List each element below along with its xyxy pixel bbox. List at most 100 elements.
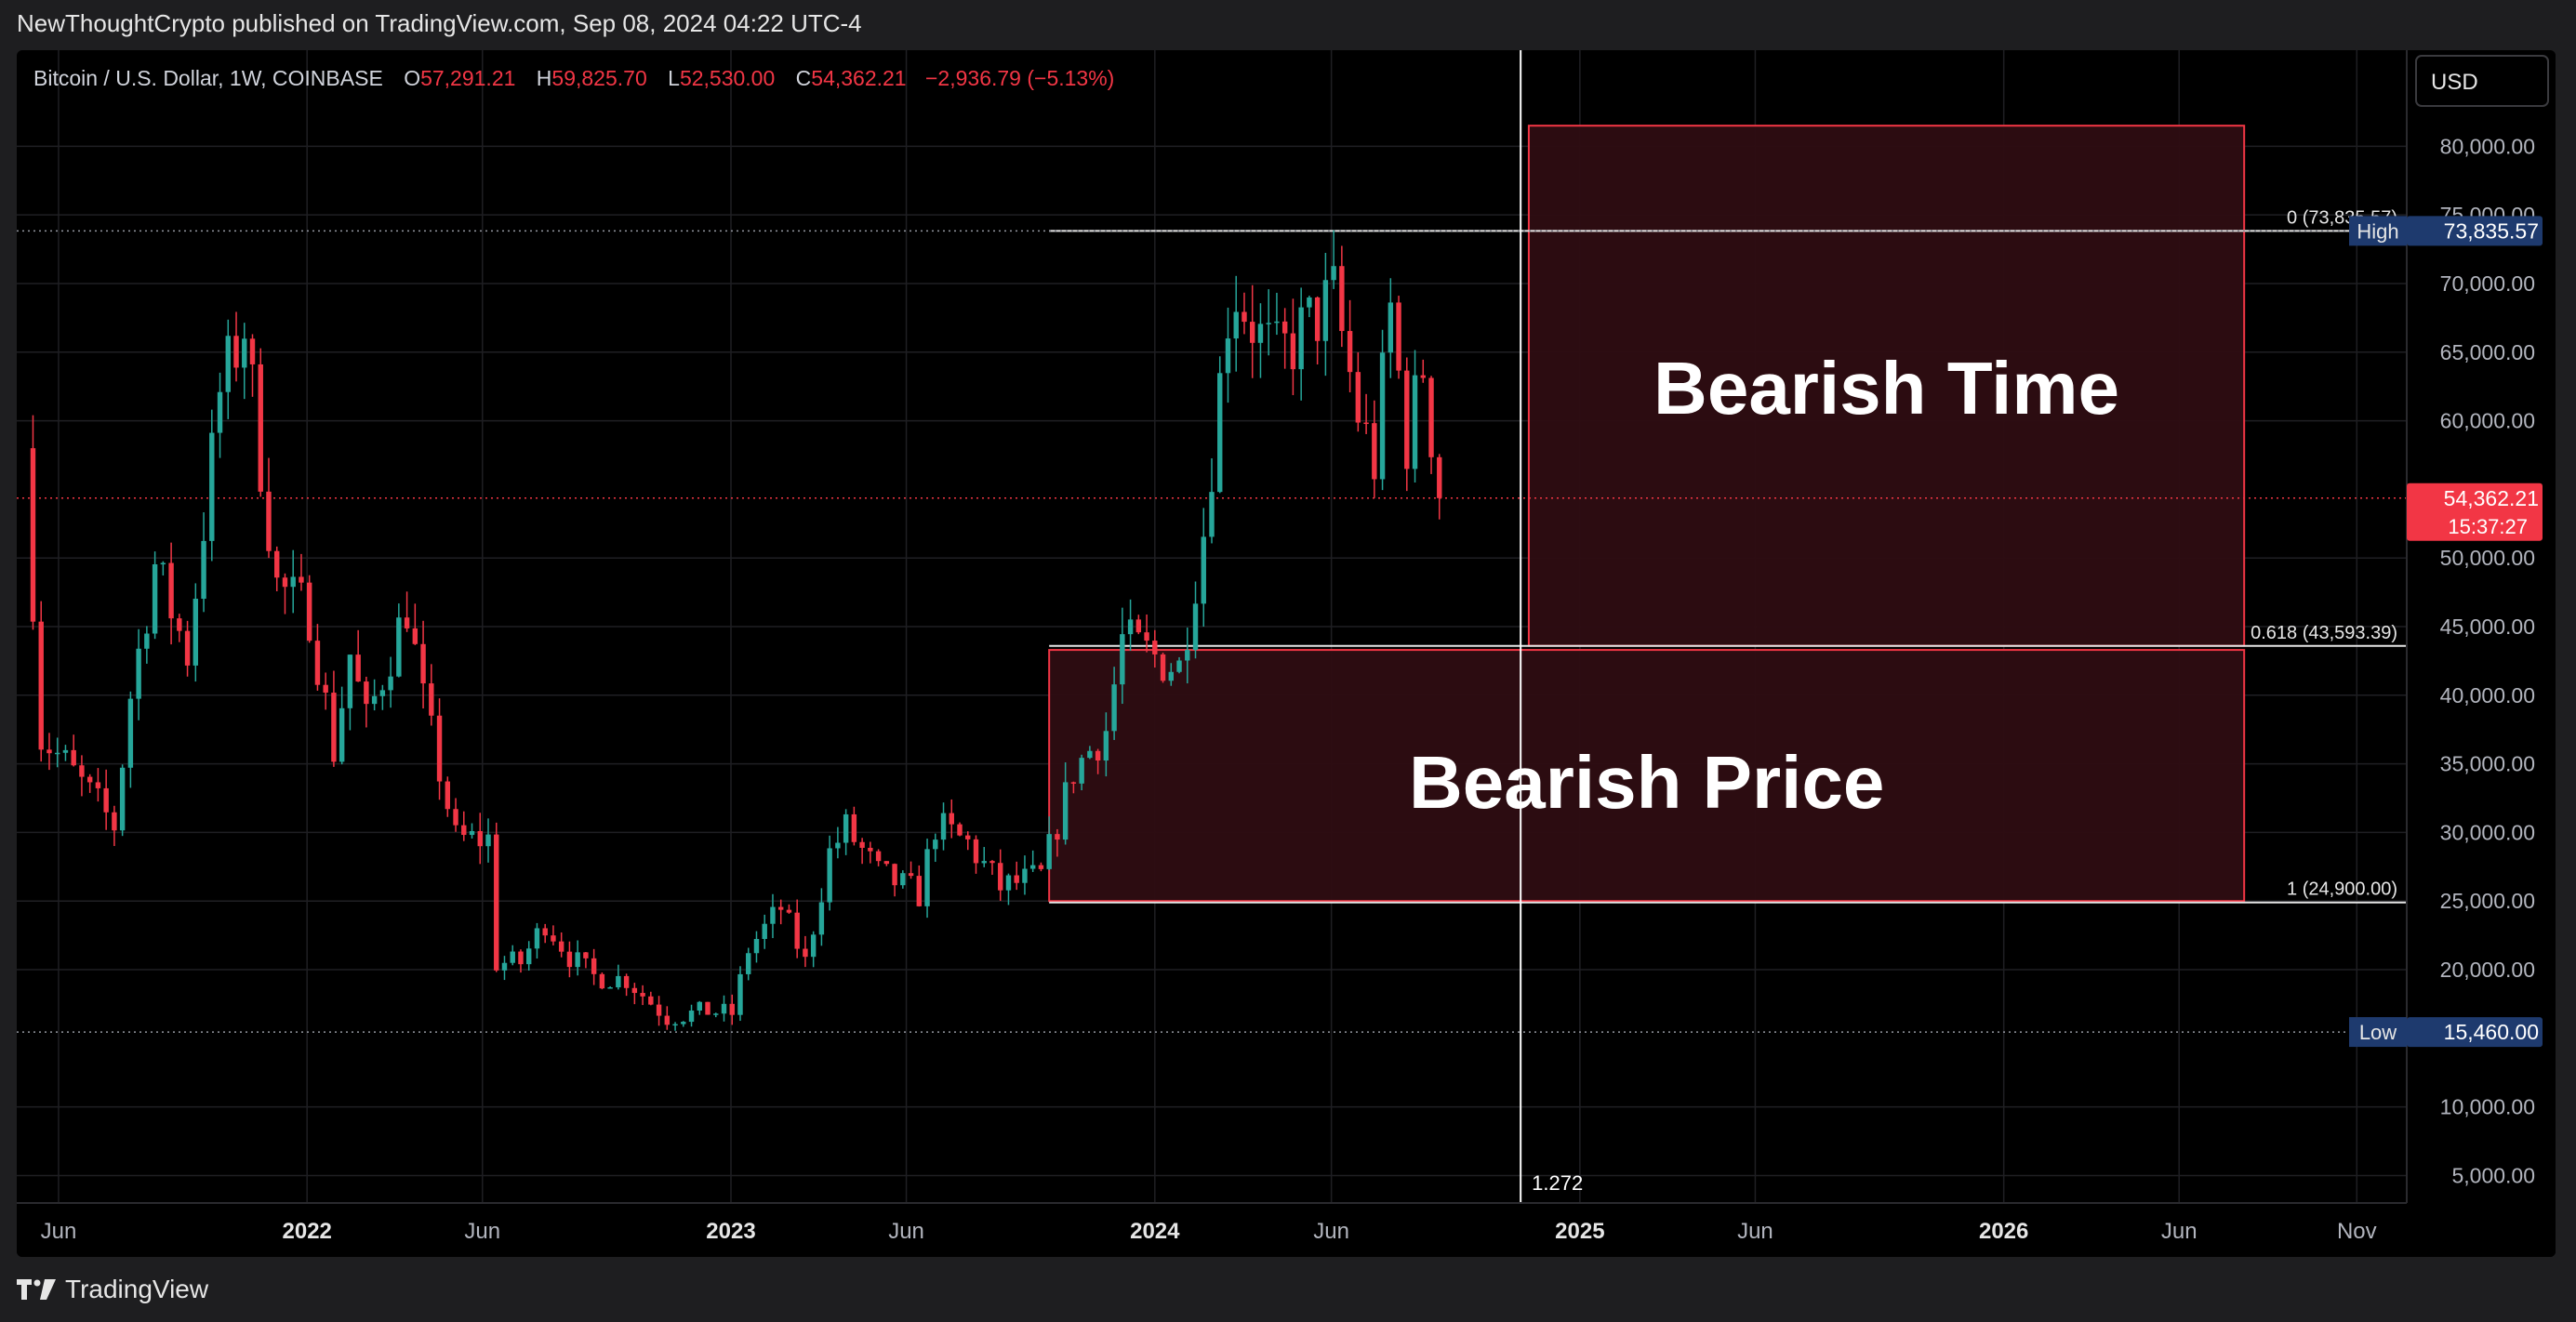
candle-body xyxy=(664,1015,671,1025)
price-tick-label: 65,000.00 xyxy=(2440,340,2535,364)
candle-body xyxy=(1070,782,1077,784)
candle-body xyxy=(583,952,589,958)
price-badges: High 73,835.57 Low 15,460.00 54,362.21 15:37:… xyxy=(2349,216,2543,1048)
candle-body xyxy=(753,938,760,954)
price-tick-label: 40,000.00 xyxy=(2440,683,2535,707)
candle-body xyxy=(1014,875,1019,883)
price-badge xyxy=(2407,1017,2543,1048)
candle-body xyxy=(729,1003,735,1015)
candle-body xyxy=(1022,868,1028,883)
candle-body xyxy=(127,698,134,768)
candle-body xyxy=(777,906,784,910)
vertical-marker-label: 1.272 xyxy=(1532,1171,1583,1195)
candle-body xyxy=(1185,650,1190,661)
price-axis[interactable]: 80,000.0075,000.0070,000.0065,000.0060,0… xyxy=(2406,50,2556,1257)
candle-body xyxy=(46,749,52,754)
candle-body xyxy=(1437,456,1442,498)
candle-body xyxy=(575,952,580,968)
candle-body xyxy=(1120,634,1125,685)
candle-body xyxy=(1046,834,1052,869)
candle-body xyxy=(54,752,60,755)
tradingview-brand[interactable]: TradingView xyxy=(65,1275,209,1303)
price-badge-value: 15,460.00 xyxy=(2444,1020,2539,1044)
candle-body xyxy=(705,1001,710,1015)
zone-rect[interactable] xyxy=(1048,649,2246,903)
candle-body xyxy=(1412,375,1418,469)
legend-c-value: 54,362.21 xyxy=(811,66,906,90)
badge-tag-label: High xyxy=(2357,219,2398,243)
candle-body xyxy=(810,934,817,958)
chart-canvas[interactable]: 0 (73,835.57)0.618 (43,593.39)1 (24,900.… xyxy=(17,50,2556,1257)
candle-body xyxy=(217,391,223,433)
bearish-zones[interactable] xyxy=(1048,125,2246,903)
candle-body xyxy=(112,812,117,831)
candle-body xyxy=(794,912,800,949)
candle-body xyxy=(827,848,832,903)
svg-text:Bitcoin / U.S. Dollar, 1W, COI: Bitcoin / U.S. Dollar, 1W, COINBASE O57,… xyxy=(33,66,1114,90)
currency-label: USD xyxy=(2431,70,2478,95)
candle-body xyxy=(388,676,393,691)
price-badge-countdown: 15:37:27 xyxy=(2448,515,2528,538)
candle-body xyxy=(1322,280,1329,341)
candle-body xyxy=(95,782,101,788)
candle-body xyxy=(1331,266,1336,281)
candle-body xyxy=(681,1022,686,1025)
candle-body xyxy=(323,684,328,694)
candle-body xyxy=(1111,684,1117,732)
candle-body xyxy=(965,835,971,839)
candle-body xyxy=(1233,311,1239,339)
zone-label-bearish-price: Bearish Price xyxy=(1409,741,1884,824)
badge-tag xyxy=(2349,1017,2407,1048)
price-badge xyxy=(2407,216,2543,246)
candle-body xyxy=(1055,834,1060,840)
candle-body xyxy=(274,550,280,578)
candle-body xyxy=(71,749,76,766)
chart-panel[interactable]: 0 (73,835.57) 0.618 (43,593.39) 1 (24,900.… xyxy=(17,50,2556,1257)
candle-body xyxy=(1257,324,1264,343)
candle-body xyxy=(371,695,378,705)
tradingview-logo-icon[interactable] xyxy=(17,1279,56,1300)
time-axis[interactable]: Jun 2022 Jun 2023 Jun 2024 Jun 2025 Jun 2026 Jun No… xyxy=(17,1202,2556,1257)
price-tick-label: 25,000.00 xyxy=(2440,889,2535,913)
candle-body xyxy=(355,654,361,682)
publisher-line: NewThoughtCrypto published on TradingVie… xyxy=(17,9,862,37)
candle-body xyxy=(177,618,182,631)
candle-body xyxy=(38,621,44,750)
currency-button[interactable]: USD xyxy=(2415,55,2549,107)
candle-body xyxy=(1404,370,1410,469)
legend-l-label: L xyxy=(668,66,680,90)
zone-label-bearish-time: Bearish Time xyxy=(1653,347,2119,430)
price-tick-label: 20,000.00 xyxy=(2440,958,2535,982)
price-tick-label: 60,000.00 xyxy=(2440,409,2535,433)
candle-body xyxy=(786,909,792,913)
vertical-marker[interactable]: 1.272 xyxy=(1520,50,1583,1203)
zone-rect[interactable] xyxy=(1527,125,2246,647)
candle-body xyxy=(1127,619,1134,635)
candle-body xyxy=(209,432,215,541)
candle-body xyxy=(868,847,873,852)
footer: TradingView xyxy=(17,1266,208,1313)
time-axis-bg xyxy=(17,1203,2556,1257)
candle-body xyxy=(672,1024,678,1026)
candle-body xyxy=(599,973,605,989)
price-tick-label: 70,000.00 xyxy=(2440,271,2535,296)
candle-body xyxy=(803,948,808,958)
candle-body xyxy=(184,630,191,666)
price-tick-label: 10,000.00 xyxy=(2440,1095,2535,1119)
candle-body xyxy=(721,1003,727,1014)
candle-body xyxy=(1298,307,1304,370)
legend-h-label: H xyxy=(537,66,552,90)
candle-body xyxy=(949,813,954,825)
candle-body xyxy=(1135,619,1142,633)
price-badge xyxy=(2407,483,2543,541)
candle-body xyxy=(859,841,865,848)
candle-body xyxy=(314,641,321,685)
time-tick-label: Nov xyxy=(2337,1219,2377,1244)
candle-body xyxy=(1225,338,1231,374)
candle-body xyxy=(607,987,613,989)
candle-body xyxy=(477,830,483,847)
time-tick-label: 2025 xyxy=(1555,1219,1604,1244)
time-tick-label: Jun xyxy=(2161,1219,2198,1244)
price-tick-label: 30,000.00 xyxy=(2440,820,2535,844)
price-badge-value: 54,362.21 xyxy=(2444,486,2539,510)
